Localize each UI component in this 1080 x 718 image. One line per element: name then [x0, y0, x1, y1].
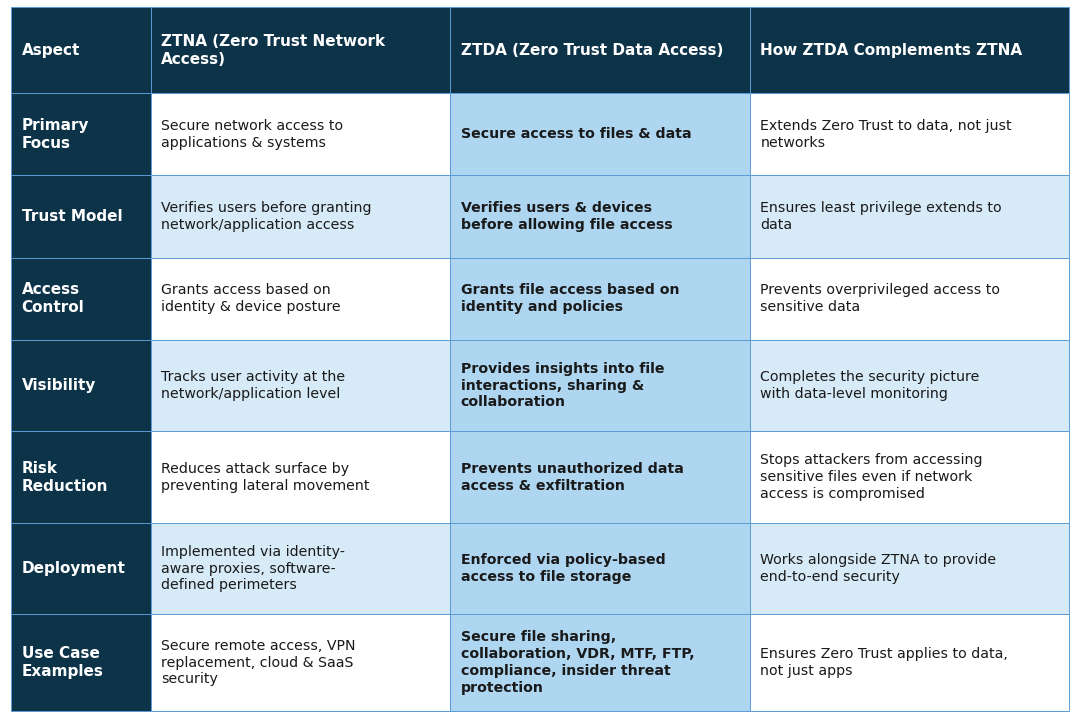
Text: Grants access based on
identity & device posture: Grants access based on identity & device…: [161, 284, 341, 314]
Bar: [150, 258, 450, 340]
Text: Use Case
Examples: Use Case Examples: [22, 646, 104, 679]
Bar: [150, 615, 450, 711]
Bar: [11, 523, 150, 615]
Text: Ensures Zero Trust applies to data,
not just apps: Ensures Zero Trust applies to data, not …: [760, 647, 1009, 678]
Text: Prevents overprivileged access to
sensitive data: Prevents overprivileged access to sensit…: [760, 284, 1000, 314]
Text: Risk
Reduction: Risk Reduction: [22, 461, 108, 494]
Bar: [150, 175, 450, 258]
Text: Implemented via identity-
aware proxies, software-
defined perimeters: Implemented via identity- aware proxies,…: [161, 545, 346, 592]
Bar: [450, 340, 750, 432]
Bar: [750, 615, 1069, 711]
Text: Completes the security picture
with data-level monitoring: Completes the security picture with data…: [760, 370, 980, 401]
Bar: [11, 432, 150, 523]
Text: Works alongside ZTNA to provide
end-to-end security: Works alongside ZTNA to provide end-to-e…: [760, 554, 997, 584]
Text: Verifies users before granting
network/application access: Verifies users before granting network/a…: [161, 201, 372, 232]
Text: Reduces attack surface by
preventing lateral movement: Reduces attack surface by preventing lat…: [161, 462, 369, 493]
Bar: [11, 175, 150, 258]
Bar: [450, 175, 750, 258]
Text: Secure access to files & data: Secure access to files & data: [461, 127, 691, 141]
Text: How ZTDA Complements ZTNA: How ZTDA Complements ZTNA: [760, 42, 1023, 57]
Text: Access
Control: Access Control: [22, 282, 84, 315]
Bar: [450, 615, 750, 711]
Text: Verifies users & devices
before allowing file access: Verifies users & devices before allowing…: [461, 201, 673, 232]
Text: ZTDA (Zero Trust Data Access): ZTDA (Zero Trust Data Access): [461, 42, 724, 57]
Bar: [11, 340, 150, 432]
Text: Provides insights into file
interactions, sharing &
collaboration: Provides insights into file interactions…: [461, 362, 664, 409]
Bar: [450, 93, 750, 175]
Bar: [150, 432, 450, 523]
Bar: [450, 523, 750, 615]
Text: Stops attackers from accessing
sensitive files even if network
access is comprom: Stops attackers from accessing sensitive…: [760, 454, 983, 501]
Bar: [750, 258, 1069, 340]
Text: Aspect: Aspect: [22, 42, 80, 57]
Text: Secure network access to
applications & systems: Secure network access to applications & …: [161, 118, 343, 149]
Text: Ensures least privilege extends to
data: Ensures least privilege extends to data: [760, 201, 1002, 232]
Bar: [750, 7, 1069, 93]
Bar: [750, 523, 1069, 615]
Text: Grants file access based on
identity and policies: Grants file access based on identity and…: [461, 284, 679, 314]
Bar: [150, 7, 450, 93]
Bar: [450, 258, 750, 340]
Bar: [750, 93, 1069, 175]
Text: Extends Zero Trust to data, not just
networks: Extends Zero Trust to data, not just net…: [760, 118, 1012, 149]
Bar: [750, 175, 1069, 258]
Text: Enforced via policy-based
access to file storage: Enforced via policy-based access to file…: [461, 554, 665, 584]
Bar: [11, 93, 150, 175]
Text: Trust Model: Trust Model: [22, 209, 122, 224]
Bar: [150, 93, 450, 175]
Text: Tracks user activity at the
network/application level: Tracks user activity at the network/appl…: [161, 370, 346, 401]
Text: Visibility: Visibility: [22, 378, 96, 393]
Bar: [450, 7, 750, 93]
Bar: [150, 340, 450, 432]
Bar: [11, 258, 150, 340]
Text: Secure remote access, VPN
replacement, cloud & SaaS
security: Secure remote access, VPN replacement, c…: [161, 639, 355, 686]
Bar: [150, 523, 450, 615]
Bar: [750, 432, 1069, 523]
Text: ZTNA (Zero Trust Network
Access): ZTNA (Zero Trust Network Access): [161, 34, 386, 67]
Bar: [11, 7, 150, 93]
Text: Prevents unauthorized data
access & exfiltration: Prevents unauthorized data access & exfi…: [461, 462, 684, 493]
Bar: [11, 615, 150, 711]
Bar: [750, 340, 1069, 432]
Bar: [450, 432, 750, 523]
Text: Secure file sharing,
collaboration, VDR, MTF, FTP,
compliance, insider threat
pr: Secure file sharing, collaboration, VDR,…: [461, 630, 694, 695]
Text: Deployment: Deployment: [22, 561, 125, 576]
Text: Primary
Focus: Primary Focus: [22, 118, 89, 151]
